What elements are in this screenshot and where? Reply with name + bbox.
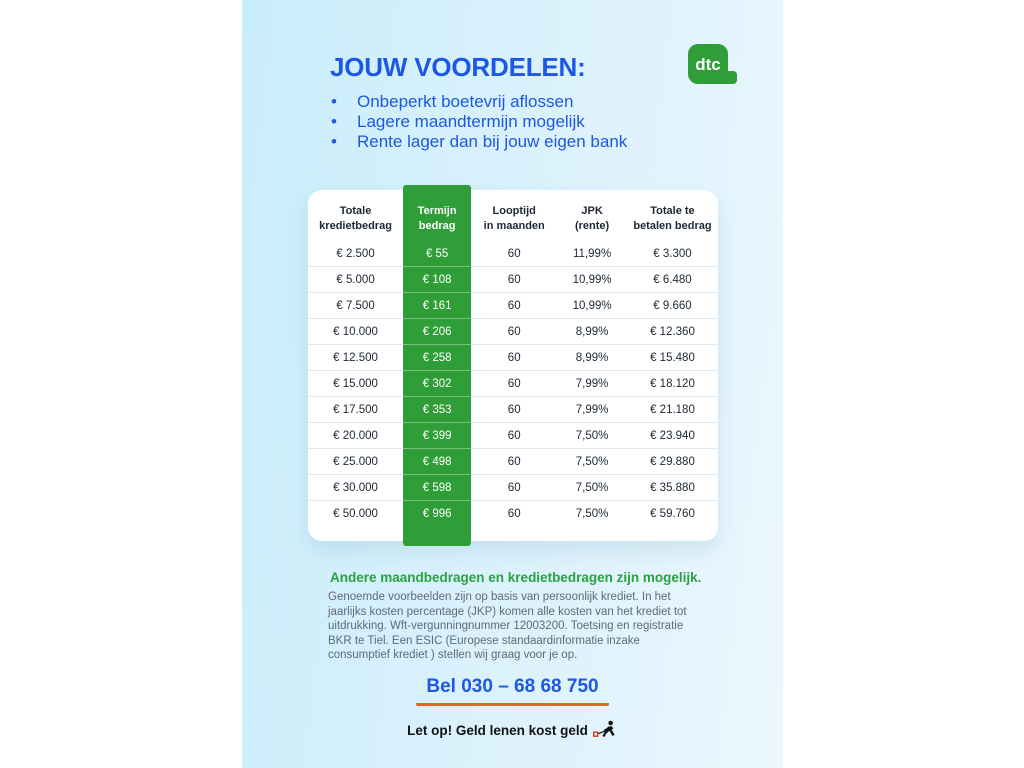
credit-warning-text: Let op! Geld lenen kost geld xyxy=(407,723,588,738)
table-cell: € 15.000 xyxy=(308,370,404,397)
table-cell: 60 xyxy=(471,266,558,293)
table-cell: € 996 xyxy=(403,500,472,526)
table-cell: 7,50% xyxy=(557,474,627,501)
rates-table: Totale kredietbedrag Termijn bedrag Loopti… xyxy=(308,190,718,526)
table-body: € 2.500 € 55 60 11,99% € 3.300 € 5.000 € 108 60… xyxy=(308,241,718,526)
table-cell: 7,99% xyxy=(557,396,627,423)
table-cell: € 3.300 xyxy=(653,247,692,260)
benefit-label: Rente lager dan bij jouw eigen bank xyxy=(357,132,628,151)
table-cell: € 206 xyxy=(403,318,472,345)
table-cell: 10,99% xyxy=(557,266,627,293)
table-cell: 60 xyxy=(507,247,521,260)
table-cell: € 18.120 xyxy=(626,370,718,397)
table-row: € 12.500 € 258 60 8,99% € 15.480 xyxy=(308,344,718,371)
table-row: € 2.500 € 55 60 11,99% € 3.300 xyxy=(308,241,718,267)
bullet-icon: • xyxy=(331,132,337,151)
table-header-row: Totale kredietbedrag Termijn bedrag Loopti… xyxy=(308,190,718,241)
footer-highlight: Andere maandbedragen en kredietbedragen … xyxy=(330,570,702,585)
table-row: € 20.000 € 399 60 7,50% € 23.940 xyxy=(308,422,718,449)
table-cell: € 9.660 xyxy=(626,292,718,319)
benefits-list: • Onbeperkt boetevrij aflossen • Lagere ma… xyxy=(328,92,627,152)
table-cell: € 30.000 xyxy=(308,474,404,501)
col-header-jkp: JPK (rente) xyxy=(574,205,610,232)
table-cell: € 23.940 xyxy=(626,422,718,449)
col-header-kredietbedrag: Totale kredietbedrag xyxy=(319,205,392,232)
disclaimer-text: Genoemde voorbeelden zijn op basis van p… xyxy=(328,591,687,661)
table-cell: 8,99% xyxy=(557,318,627,345)
flyer-panel: JOUW VOORDELEN: dtc • Onbeperkt boetevrij… xyxy=(242,0,783,768)
col-header-looptijd: Looptijd in maanden xyxy=(483,205,545,232)
table-cell: 8,99% xyxy=(557,344,627,371)
table-row: € 5.000 € 108 60 10,99% € 6.480 xyxy=(308,266,718,293)
bullet-icon: • xyxy=(331,92,337,111)
table-cell: 60 xyxy=(471,344,558,371)
table-row: € 15.000 € 302 60 7,99% € 18.120 xyxy=(308,370,718,397)
table-cell: € 258 xyxy=(403,344,472,371)
benefit-label: Lagere maandtermijn mogelijk xyxy=(357,112,585,131)
table-cell: € 498 xyxy=(403,448,472,475)
table-cell: 60 xyxy=(471,422,558,449)
table-cell: € 7.500 xyxy=(308,292,404,319)
page-title: JOUW VOORDELEN: xyxy=(330,52,586,82)
table-cell: 60 xyxy=(471,292,558,319)
table-cell: 60 xyxy=(471,474,558,501)
money-drag-icon xyxy=(592,720,615,737)
table-cell: € 15.480 xyxy=(626,344,718,371)
col-header-termijnbedrag: Termijn bedrag xyxy=(417,205,457,232)
table-row: € 10.000 € 206 60 8,99% € 12.360 xyxy=(308,318,718,345)
table-cell: € 59.760 xyxy=(626,500,718,526)
table-cell: 7,50% xyxy=(557,422,627,449)
bullet-icon: • xyxy=(331,112,337,131)
table-cell: € 17.500 xyxy=(308,396,404,423)
credit-warning: Let op! Geld lenen kost geld xyxy=(242,720,783,738)
dtc-logo: dtc xyxy=(688,44,737,84)
table-row: € 50.000 € 996 60 7,50% € 59.760 xyxy=(308,500,718,526)
benefit-item: • Lagere maandtermijn mogelijk xyxy=(328,112,627,132)
table-cell: € 12.500 xyxy=(308,344,404,371)
table-cell: € 35.880 xyxy=(626,474,718,501)
table-cell: 60 xyxy=(471,396,558,423)
table-cell: € 50.000 xyxy=(308,500,404,526)
benefit-item: • Rente lager dan bij jouw eigen bank xyxy=(328,132,627,152)
table-cell: 60 xyxy=(471,448,558,475)
table-cell: 7,99% xyxy=(557,370,627,397)
table-cell: € 302 xyxy=(403,370,472,397)
phone-section: Bel 030 – 68 68 750 xyxy=(242,676,783,706)
table-cell: 60 xyxy=(471,500,558,526)
table-cell: 11,99% xyxy=(573,247,612,260)
table-cell: € 399 xyxy=(403,422,472,449)
benefit-item: • Onbeperkt boetevrij aflossen xyxy=(328,92,627,112)
col-header-totaal: Totale te betalen bedrag xyxy=(633,205,712,232)
table-row: € 25.000 € 498 60 7,50% € 29.880 xyxy=(308,448,718,475)
table-row: € 17.500 € 353 60 7,99% € 21.180 xyxy=(308,396,718,423)
table-header: Totale kredietbedrag Termijn bedrag Loopti… xyxy=(308,190,718,241)
table-cell: € 2.500 xyxy=(336,247,375,260)
table-cell: € 6.480 xyxy=(626,266,718,293)
table-cell: € 10.000 xyxy=(308,318,404,345)
table-cell: € 5.000 xyxy=(308,266,404,293)
dtc-logo-text: dtc xyxy=(695,55,721,74)
table-cell: € 598 xyxy=(403,474,472,501)
table-cell: 60 xyxy=(471,318,558,345)
table-row: € 30.000 € 598 60 7,50% € 35.880 xyxy=(308,474,718,501)
table-cell: 60 xyxy=(471,370,558,397)
table-cell: € 20.000 xyxy=(308,422,404,449)
table-cell: € 29.880 xyxy=(626,448,718,475)
table-cell: € 55 xyxy=(425,247,449,260)
table-cell: € 161 xyxy=(403,292,472,319)
table-cell: € 108 xyxy=(403,266,472,293)
table-cell: 7,50% xyxy=(557,448,627,475)
table-cell: 10,99% xyxy=(557,292,627,319)
table-cell: € 12.360 xyxy=(626,318,718,345)
table-row: € 7.500 € 161 60 10,99% € 9.660 xyxy=(308,292,718,319)
table-cell: 7,50% xyxy=(557,500,627,526)
benefit-label: Onbeperkt boetevrij aflossen xyxy=(357,92,574,111)
rates-table-card: Totale kredietbedrag Termijn bedrag Loopti… xyxy=(308,185,718,546)
table-cell: € 353 xyxy=(403,396,472,423)
phone-number: Bel 030 – 68 68 750 xyxy=(416,676,609,706)
table-cell: € 21.180 xyxy=(626,396,718,423)
table-cell: € 25.000 xyxy=(308,448,404,475)
